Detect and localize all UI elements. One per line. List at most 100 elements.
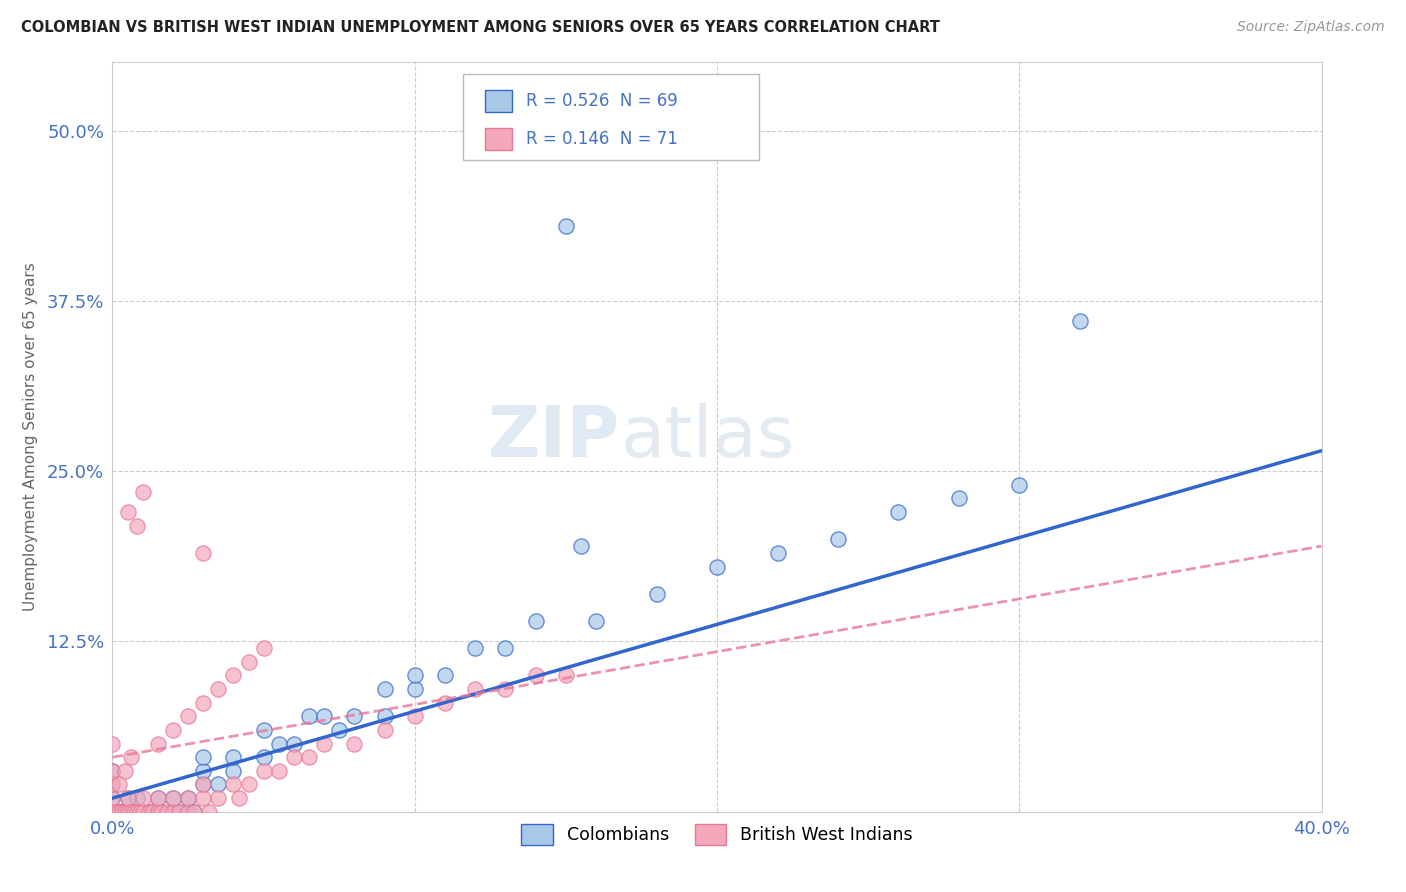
Point bbox=[132, 805, 155, 819]
Point bbox=[110, 805, 132, 819]
Point bbox=[101, 805, 124, 819]
Point bbox=[101, 764, 124, 778]
Point bbox=[267, 764, 290, 778]
Point bbox=[191, 777, 214, 791]
Point bbox=[167, 805, 190, 819]
Point bbox=[101, 805, 124, 819]
Point bbox=[114, 805, 136, 819]
Point bbox=[146, 791, 169, 805]
Point bbox=[314, 709, 336, 723]
Point bbox=[146, 737, 169, 751]
Point bbox=[253, 641, 276, 656]
Point bbox=[645, 587, 668, 601]
Point bbox=[464, 641, 486, 656]
Point bbox=[107, 777, 129, 791]
Point bbox=[191, 764, 214, 778]
Point bbox=[101, 805, 124, 819]
Point bbox=[374, 709, 396, 723]
Point bbox=[138, 805, 160, 819]
Point bbox=[267, 737, 290, 751]
Point bbox=[1069, 314, 1091, 328]
Point bbox=[162, 805, 184, 819]
Point bbox=[191, 791, 214, 805]
Point bbox=[125, 805, 148, 819]
Point bbox=[298, 750, 321, 764]
Point bbox=[117, 791, 139, 805]
Point bbox=[433, 668, 456, 682]
Point bbox=[228, 791, 250, 805]
Point bbox=[222, 764, 245, 778]
Legend: Colombians, British West Indians: Colombians, British West Indians bbox=[515, 817, 920, 852]
Point bbox=[238, 777, 260, 791]
Point bbox=[404, 709, 426, 723]
Point bbox=[128, 805, 150, 819]
Text: R = 0.146  N = 71: R = 0.146 N = 71 bbox=[526, 130, 678, 148]
Point bbox=[343, 737, 366, 751]
Point bbox=[191, 696, 214, 710]
Point bbox=[149, 805, 172, 819]
Point bbox=[114, 764, 136, 778]
Point bbox=[827, 533, 849, 547]
Point bbox=[374, 682, 396, 697]
Point bbox=[343, 709, 366, 723]
Point bbox=[110, 805, 132, 819]
Point bbox=[328, 723, 350, 737]
Point bbox=[283, 737, 305, 751]
Point bbox=[222, 750, 245, 764]
Point bbox=[101, 805, 124, 819]
Point bbox=[101, 791, 124, 805]
Point bbox=[554, 668, 576, 682]
Point bbox=[585, 614, 607, 628]
Point bbox=[101, 764, 124, 778]
FancyBboxPatch shape bbox=[485, 90, 512, 112]
Point bbox=[177, 709, 200, 723]
Point bbox=[122, 805, 145, 819]
Point bbox=[146, 805, 169, 819]
Point bbox=[253, 723, 276, 737]
Point bbox=[433, 696, 456, 710]
Point bbox=[122, 805, 145, 819]
Point bbox=[162, 805, 184, 819]
Point bbox=[101, 791, 124, 805]
Point bbox=[101, 805, 124, 819]
Point bbox=[117, 805, 139, 819]
Point bbox=[183, 805, 205, 819]
Point bbox=[132, 805, 155, 819]
Text: Source: ZipAtlas.com: Source: ZipAtlas.com bbox=[1237, 20, 1385, 34]
Point bbox=[554, 219, 576, 233]
Point bbox=[524, 614, 547, 628]
Point bbox=[143, 805, 166, 819]
Point bbox=[101, 777, 124, 791]
Point bbox=[101, 805, 124, 819]
Point bbox=[766, 546, 789, 560]
Point bbox=[149, 805, 172, 819]
Point bbox=[177, 805, 200, 819]
Point bbox=[162, 791, 184, 805]
Point bbox=[141, 805, 163, 819]
Point bbox=[101, 805, 124, 819]
Point bbox=[495, 682, 517, 697]
Point bbox=[132, 805, 155, 819]
Point bbox=[117, 505, 139, 519]
Point bbox=[283, 750, 305, 764]
Text: COLOMBIAN VS BRITISH WEST INDIAN UNEMPLOYMENT AMONG SENIORS OVER 65 YEARS CORREL: COLOMBIAN VS BRITISH WEST INDIAN UNEMPLO… bbox=[21, 20, 941, 35]
Point bbox=[887, 505, 910, 519]
Point bbox=[125, 805, 148, 819]
Point bbox=[120, 750, 142, 764]
Point bbox=[117, 791, 139, 805]
Point bbox=[404, 668, 426, 682]
Point bbox=[177, 791, 200, 805]
Point bbox=[238, 655, 260, 669]
Point bbox=[120, 805, 142, 819]
Point bbox=[183, 805, 205, 819]
Point bbox=[706, 559, 728, 574]
Point bbox=[191, 750, 214, 764]
Point bbox=[101, 805, 124, 819]
Point bbox=[948, 491, 970, 506]
Point bbox=[128, 805, 150, 819]
Point bbox=[222, 668, 245, 682]
Point bbox=[191, 777, 214, 791]
Point bbox=[107, 805, 129, 819]
Point bbox=[464, 682, 486, 697]
Point bbox=[101, 805, 124, 819]
